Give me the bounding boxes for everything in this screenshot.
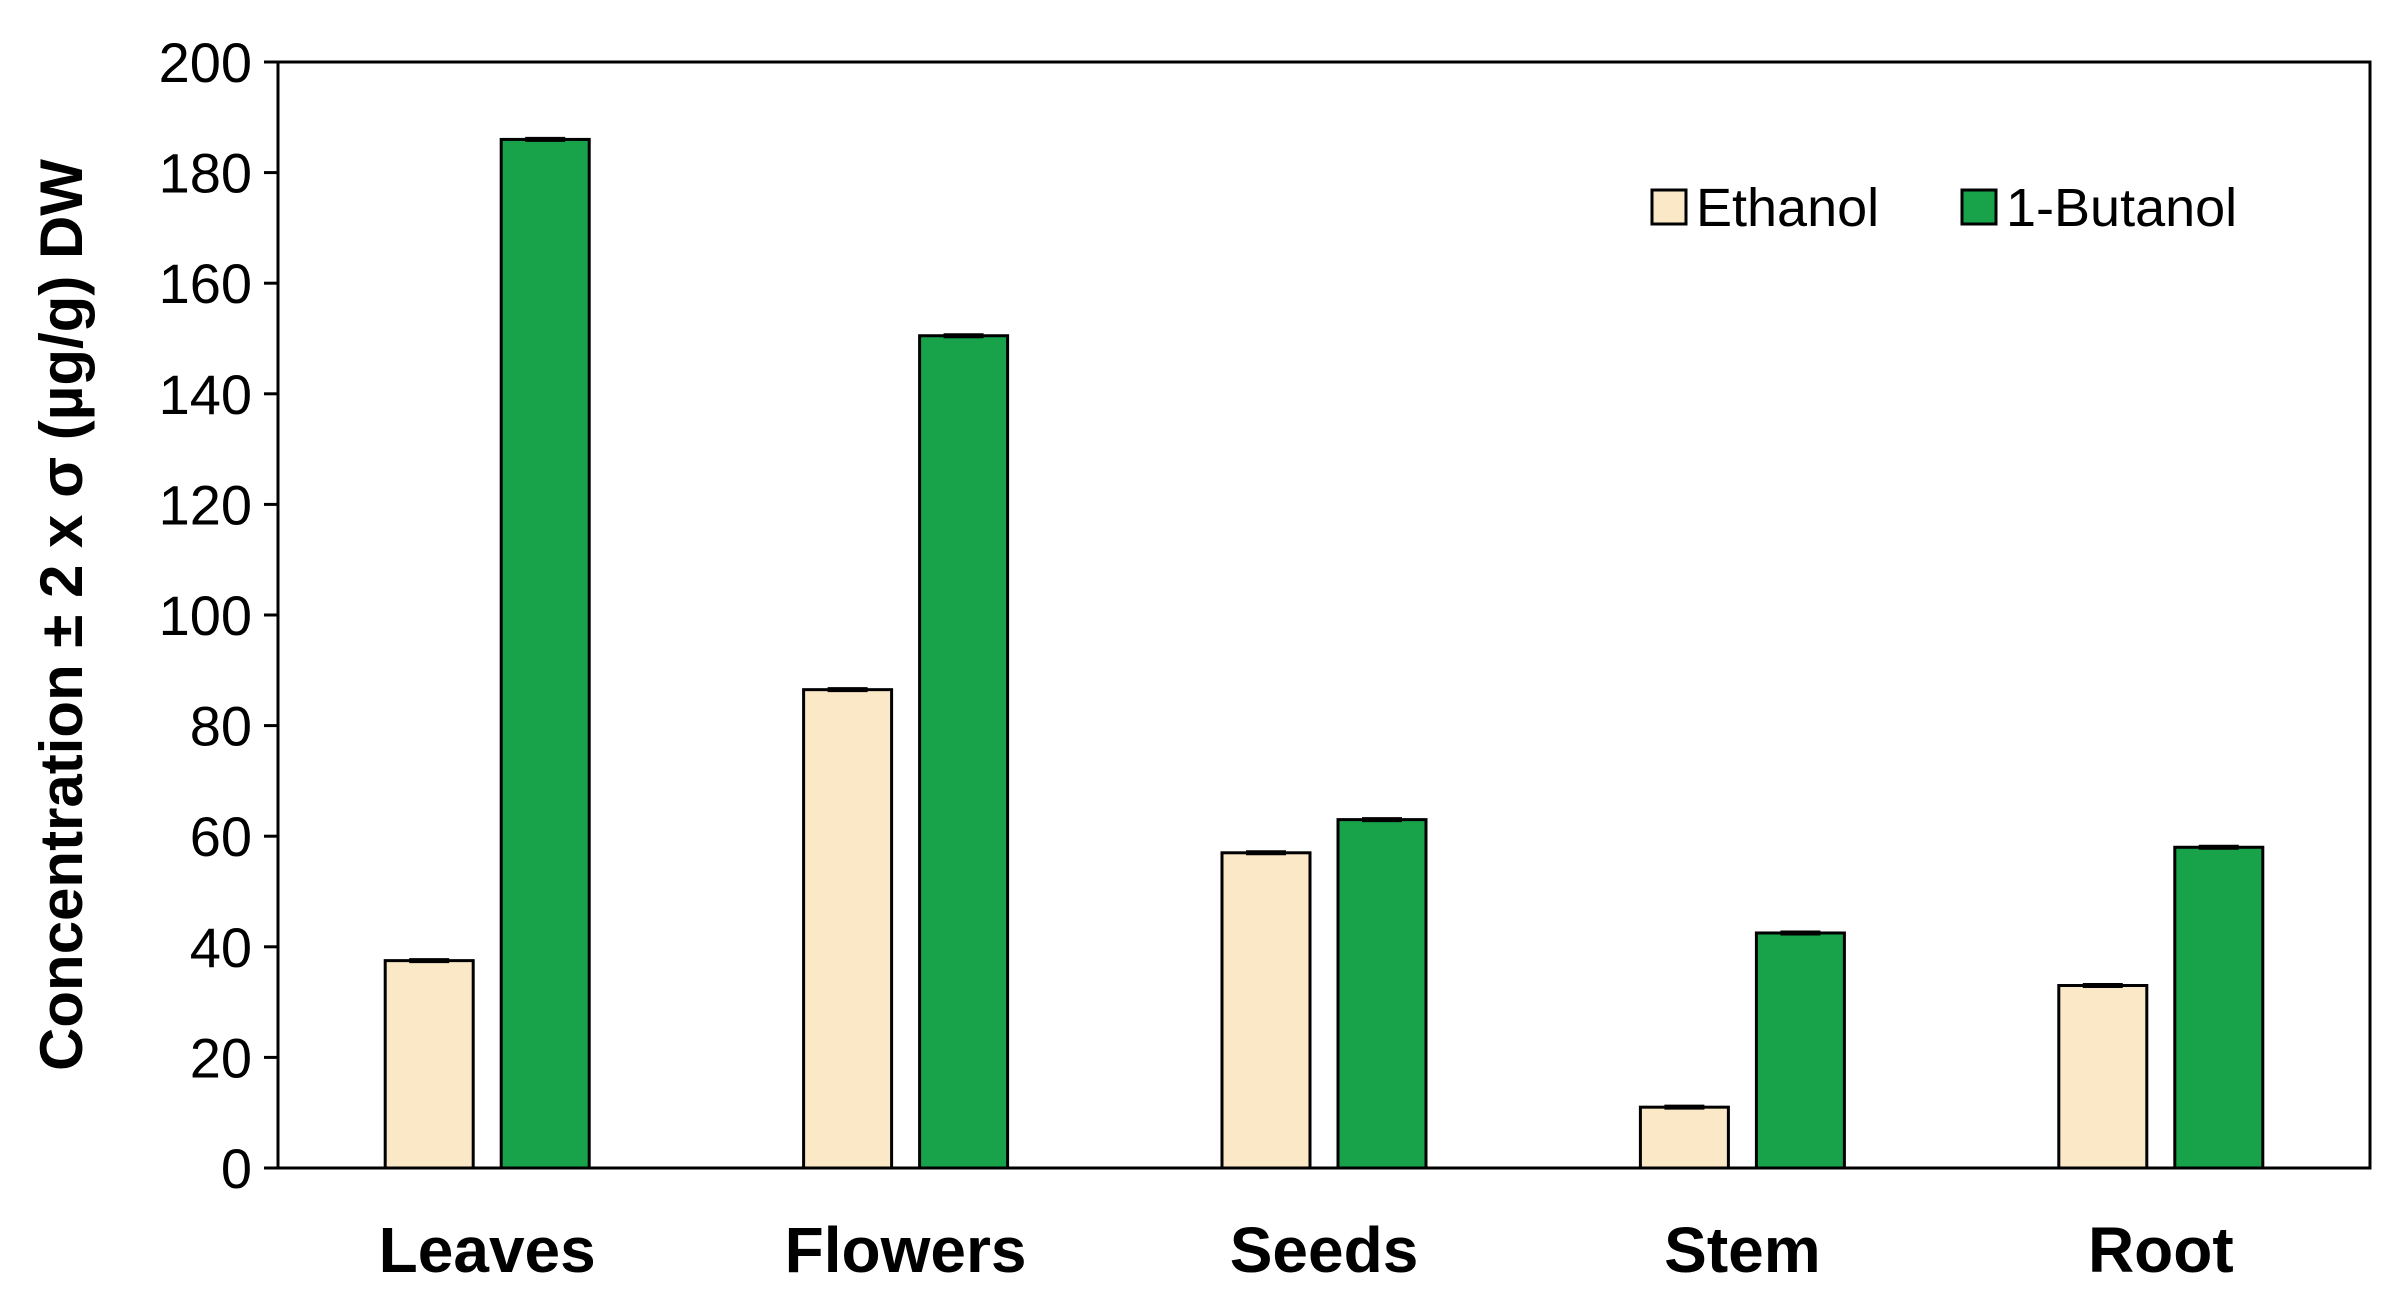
legend-label: Ethanol	[1696, 178, 1879, 238]
y-tick-label: 180	[159, 142, 252, 205]
y-tick-label: 40	[190, 916, 252, 979]
y-axis-ticks: 0 20 40 60 80 100 120 140 160 180 200	[159, 31, 278, 1200]
y-tick-label: 60	[190, 805, 252, 868]
legend-label: 1-Butanol	[2006, 178, 2237, 238]
legend-swatch	[1960, 188, 1998, 226]
y-tick-label: 120	[159, 473, 252, 536]
bar-stem-butanol	[1754, 931, 1846, 1170]
x-category-label: Seeds	[1230, 1214, 1419, 1286]
bar-flowers-butanol	[918, 334, 1010, 1170]
legend: Ethanol 1-Butanol	[1650, 178, 2237, 238]
x-category-label: Flowers	[785, 1214, 1027, 1286]
y-tick-label: 160	[159, 252, 252, 315]
x-category-label: Stem	[1664, 1214, 1821, 1286]
bar-flowers-ethanol	[802, 688, 894, 1170]
bar-stem-ethanol	[1638, 1105, 1730, 1170]
bar-leaves-butanol	[499, 137, 591, 1170]
bar-seeds-butanol	[1336, 818, 1428, 1170]
bars-group	[383, 136, 2265, 1170]
y-tick-label: 20	[190, 1026, 252, 1089]
bar-leaves-ethanol	[383, 959, 475, 1170]
y-tick-label: 200	[159, 31, 252, 94]
y-tick-label: 100	[159, 584, 252, 647]
plot-area	[276, 60, 2372, 1170]
y-tick-label: 0	[221, 1137, 252, 1200]
y-axis-title: Concentration ± 2 x σ (µg/g) DW	[28, 159, 95, 1071]
legend-swatch	[1650, 188, 1688, 226]
x-category-label: Leaves	[379, 1214, 596, 1286]
x-axis-labels: Leaves Flowers Seeds Stem Root	[379, 1214, 2234, 1286]
x-category-label: Root	[2088, 1214, 2234, 1286]
bar-root-ethanol	[2057, 984, 2149, 1170]
bar-seeds-ethanol	[1220, 851, 1312, 1170]
bar-root-butanol	[2173, 845, 2265, 1170]
y-tick-label: 80	[190, 695, 252, 758]
y-tick-label: 140	[159, 363, 252, 426]
